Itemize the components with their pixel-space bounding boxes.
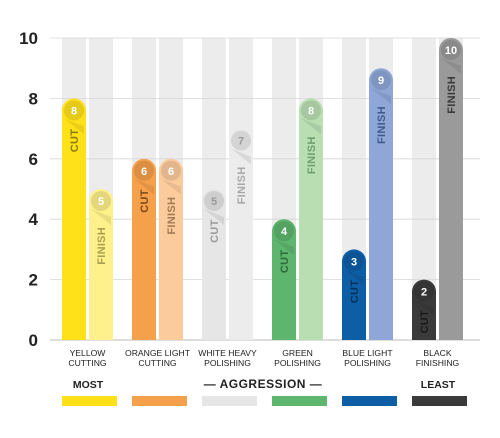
bar-cut <box>132 158 156 340</box>
x-category-label: GREEN <box>282 348 313 358</box>
bar-fold-shadow <box>161 178 181 195</box>
bar-value-badge <box>231 130 251 151</box>
x-category-label: WHITE HEAVY <box>198 348 257 358</box>
bar-value-badge <box>91 191 111 211</box>
bar-finish <box>159 158 183 340</box>
bar-fold-shadow <box>301 118 321 135</box>
x-category-label: CUTTING <box>68 358 107 368</box>
bar-series-label-finish: FINISH <box>446 76 458 114</box>
legend-aggression-label: — AGGRESSION — <box>204 377 323 391</box>
bar-series-label-finish: FINISH <box>376 106 388 144</box>
y-tick-label: 0 <box>29 331 38 350</box>
x-category-label: BLUE LIGHT <box>342 348 393 358</box>
bar-value-badge <box>371 70 391 91</box>
bar-fold-shadow <box>134 178 154 195</box>
bar-value-label: 4 <box>281 226 288 238</box>
x-category-label: ORANGE LIGHT <box>125 348 191 358</box>
bar-value-label: 3 <box>351 256 357 268</box>
bar-fold-shadow <box>64 118 84 135</box>
bar-series-label-finish: FINISH <box>306 136 318 174</box>
bar-value-label: 6 <box>168 166 174 178</box>
y-tick-label: 2 <box>29 271 38 290</box>
bar-fold-shadow <box>204 209 224 225</box>
bar-value-label: 8 <box>71 105 77 117</box>
x-category-label: POLISHING <box>274 358 321 368</box>
bar-value-badge <box>161 160 181 181</box>
bar-value-label: 8 <box>308 105 314 117</box>
bar-value-label: 5 <box>98 196 104 208</box>
bar-fold-shadow <box>414 299 434 316</box>
bar-value-badge <box>134 160 154 181</box>
bar-series-label-cut: CUT <box>69 129 81 153</box>
x-category-label: YELLOW <box>70 348 107 358</box>
bar-finish <box>229 128 253 340</box>
bar-fold-shadow <box>344 269 364 286</box>
x-category-label: CUTTING <box>138 358 177 368</box>
bar-series-label-finish: FINISH <box>96 227 108 265</box>
aggression-scale-swatch <box>272 396 327 406</box>
x-category-label: FINISHING <box>416 358 460 368</box>
bar-series-label-finish: FINISH <box>166 197 178 235</box>
aggression-scale-swatch <box>202 396 257 406</box>
x-category-label: BLACK <box>423 348 451 358</box>
y-tick-label: 6 <box>29 150 38 169</box>
bar-cut <box>272 219 296 340</box>
y-tick-label: 8 <box>29 89 38 108</box>
x-category-label: POLISHING <box>344 358 391 368</box>
legend-most-label: MOST <box>73 379 104 391</box>
bar-finish <box>299 98 323 340</box>
bar-value-badge <box>274 221 294 242</box>
aggression-scale-swatch <box>412 396 467 406</box>
bar-fold-shadow <box>274 239 294 256</box>
bar-finish <box>89 189 113 340</box>
bar-cut <box>202 189 226 340</box>
bar-series-label-finish: FINISH <box>236 167 248 205</box>
y-tick-label: 10 <box>19 29 38 48</box>
bar-cut <box>342 249 366 340</box>
bar-fold-shadow <box>91 209 111 225</box>
bar-value-badge <box>301 100 321 121</box>
x-category-label: POLISHING <box>204 358 251 368</box>
bar-value-badge <box>204 191 224 211</box>
bar-finish <box>369 68 393 340</box>
bar-value-label: 7 <box>238 136 244 148</box>
bar-value-label: 6 <box>141 166 147 178</box>
bar-series-label-cut: CUT <box>349 280 361 304</box>
bar-fold-shadow <box>441 58 461 74</box>
bar-value-label: 5 <box>211 196 217 208</box>
bar-fold-shadow <box>231 148 251 165</box>
bar-value-badge <box>344 251 364 272</box>
aggression-scale-swatch <box>132 396 187 406</box>
bar-finish <box>439 38 463 340</box>
bar-value-badge <box>414 281 434 302</box>
bar-value-badge <box>441 40 461 60</box>
bar-series-label-cut: CUT <box>279 250 291 274</box>
bar-value-label: 10 <box>445 45 457 57</box>
bar-value-label: 9 <box>378 75 384 87</box>
bar-cut <box>62 98 86 340</box>
bar-value-label: 2 <box>421 287 427 299</box>
bar-series-label-cut: CUT <box>139 189 151 213</box>
bar-value-badge <box>64 100 84 121</box>
legend-least-label: LEAST <box>421 379 456 391</box>
aggression-scale-swatch <box>62 396 117 406</box>
bar-cut <box>412 279 436 340</box>
y-tick-label: 4 <box>29 210 39 229</box>
bar-series-label-cut: CUT <box>209 219 221 243</box>
aggression-scale-swatch <box>342 396 397 406</box>
bar-series-label-cut: CUT <box>419 310 431 334</box>
bar-fold-shadow <box>371 88 391 105</box>
